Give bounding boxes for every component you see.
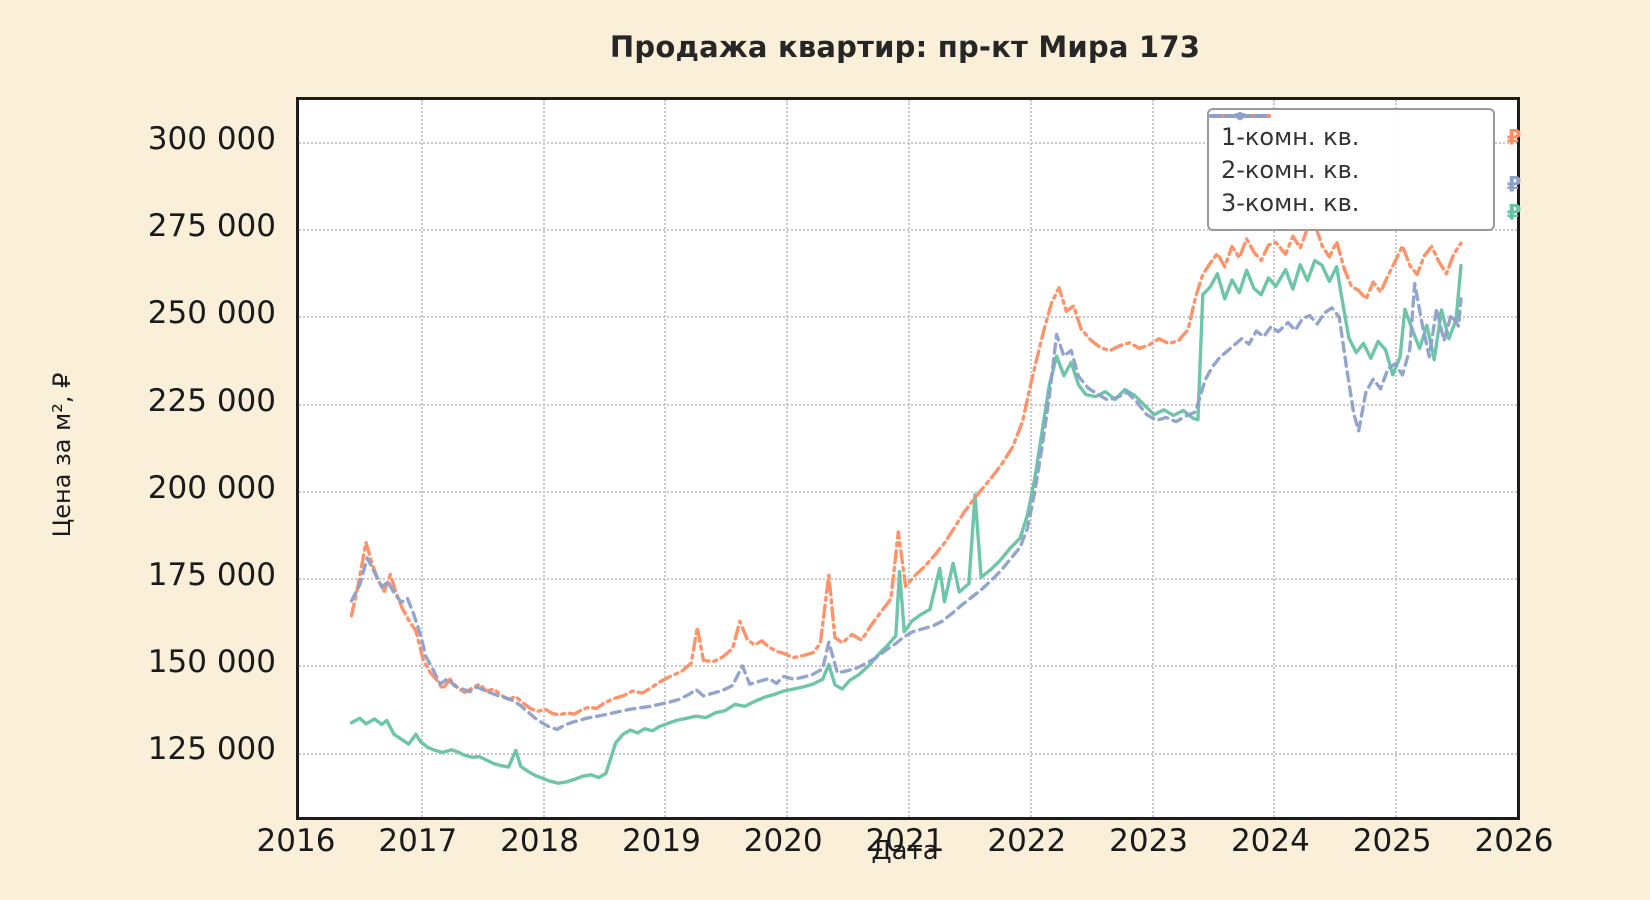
y-tick-label: 200 000 bbox=[147, 469, 276, 506]
legend-label: 2-комн. кв. bbox=[1221, 155, 1360, 184]
y-tick-label: 175 000 bbox=[147, 557, 276, 593]
gridline-vertical bbox=[786, 100, 789, 817]
y-tick-label: 150 000 bbox=[147, 644, 276, 681]
chart-title: Продажа квартир: пр-кт Мира 173 bbox=[609, 30, 1201, 64]
legend-line-sample bbox=[1209, 112, 1271, 120]
plot-area: 1-комн. кв. 2-комн. кв. 3-комн. кв. bbox=[296, 97, 1520, 820]
series-line-2-комн. кв. bbox=[349, 222, 1463, 717]
gridline-vertical bbox=[1395, 100, 1398, 817]
gridline-vertical bbox=[1029, 100, 1032, 817]
series-line-3-комн. кв. bbox=[349, 281, 1463, 732]
x-tick-label: 2018 bbox=[500, 823, 580, 859]
ruble-last-price-marker: ₽ bbox=[1506, 125, 1522, 150]
x-tick-label: 2021 bbox=[865, 823, 945, 859]
x-tick-label: 2025 bbox=[1352, 823, 1432, 859]
gridline-vertical bbox=[908, 100, 910, 817]
gridline-vertical bbox=[664, 100, 667, 817]
legend-row: 2-комн. кв. bbox=[1209, 113, 1481, 186]
gridline-vertical bbox=[1273, 100, 1276, 817]
x-tick-label: 2017 bbox=[378, 823, 458, 859]
y-axis-label: Цена за м², ₽ bbox=[48, 372, 76, 538]
gridline-vertical bbox=[420, 100, 423, 817]
legend-label: 3-комн. кв. bbox=[1221, 188, 1360, 217]
legend-row: 1-комн. кв. bbox=[1209, 114, 1481, 153]
y-tick-label: 300 000 bbox=[147, 120, 276, 157]
y-tick-label: 125 000 bbox=[147, 731, 276, 768]
x-tick-label: 2016 bbox=[256, 823, 336, 859]
chart-lines bbox=[349, 222, 1463, 785]
legend: 1-комн. кв. 2-комн. кв. 3-комн. кв. bbox=[1207, 108, 1495, 231]
ruble-last-price-marker: ₽ bbox=[1506, 200, 1522, 225]
gridline-vertical bbox=[1151, 100, 1154, 817]
x-tick-label: 2023 bbox=[1109, 823, 1189, 859]
legend-row: 3-комн. кв. bbox=[1209, 112, 1481, 219]
x-tick-label: 2020 bbox=[743, 823, 823, 859]
y-tick-label: 275 000 bbox=[147, 208, 276, 245]
gridline-vertical bbox=[542, 100, 545, 817]
ruble-last-price-marker: ₽ bbox=[1506, 172, 1522, 197]
series-line-1-комн. кв. bbox=[349, 258, 1463, 785]
y-tick-label: 250 000 bbox=[147, 295, 276, 332]
x-axis-label: Дата bbox=[871, 836, 939, 866]
legend-label: 1-комн. кв. bbox=[1221, 122, 1360, 151]
x-tick-label: 2022 bbox=[987, 823, 1067, 859]
x-tick-label: 2026 bbox=[1474, 823, 1554, 859]
x-tick-label: 2024 bbox=[1230, 823, 1310, 859]
y-tick-label: 225 000 bbox=[147, 382, 276, 419]
x-tick-label: 2019 bbox=[621, 823, 701, 859]
